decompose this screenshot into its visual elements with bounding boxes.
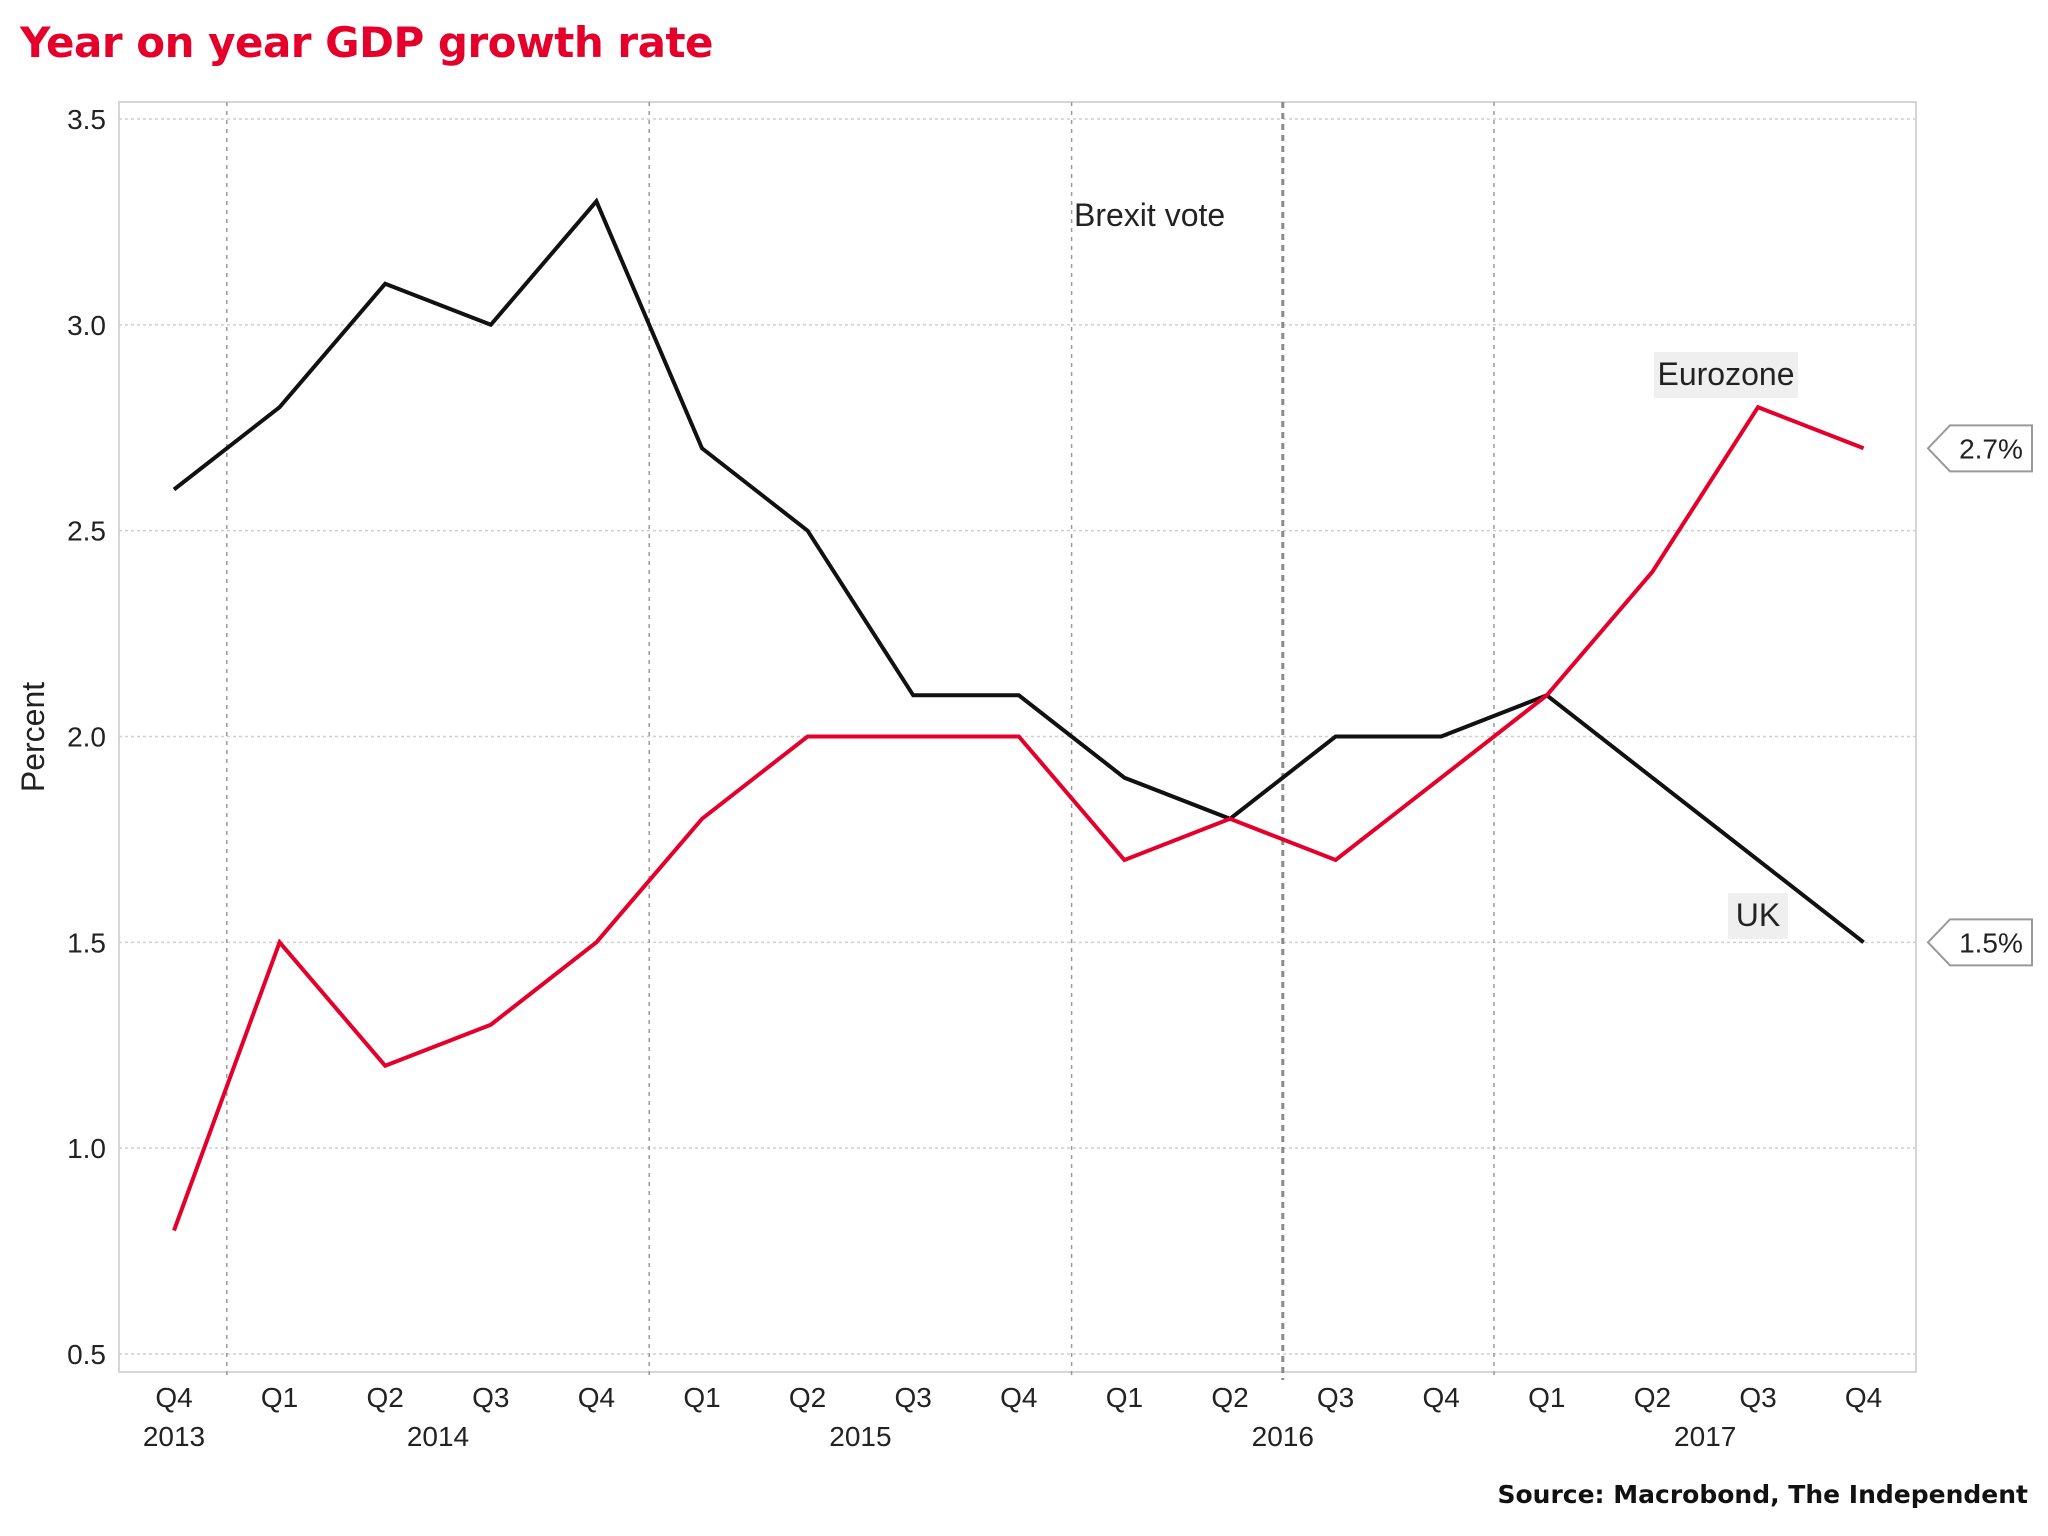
source-note: Source: Macrobond, The Independent <box>1497 1480 2028 1509</box>
y-tick-label: 2.0 <box>67 722 106 753</box>
x-tick-label: Q2 <box>1634 1382 1671 1413</box>
year-separators <box>226 102 1495 1380</box>
series-name-bg <box>1728 893 1788 939</box>
series-name-label: Eurozone <box>1658 356 1795 392</box>
x-tick-label: Q4 <box>155 1382 192 1413</box>
x-tick-label: Q4 <box>1845 1382 1882 1413</box>
series-name-label: UK <box>1736 897 1780 933</box>
y-tick-label: 2.5 <box>67 516 106 547</box>
series-line-uk <box>172 197 1865 944</box>
y-axis-ticks: 0.5 1.0 1.5 2.0 2.5 3.0 3.5 <box>67 104 106 1370</box>
brexit-vote-annotation: Brexit vote <box>1074 197 1225 233</box>
end-value-label: 2.7% <box>1959 433 2023 464</box>
x-tick-label: Q1 <box>1528 1382 1565 1413</box>
x-year-label: 2014 <box>407 1421 469 1452</box>
y-tick-label: 3.0 <box>67 310 106 341</box>
x-tick-label: Q2 <box>1211 1382 1248 1413</box>
x-tick-label: Q4 <box>1000 1382 1037 1413</box>
x-tick-label: Q4 <box>1423 1382 1460 1413</box>
chart-title: Year on year GDP growth rate <box>20 18 714 67</box>
x-tick-label: Q4 <box>578 1382 615 1413</box>
x-tick-label: Q2 <box>367 1382 404 1413</box>
x-tick-label: Q3 <box>1739 1382 1776 1413</box>
end-value-label: 1.5% <box>1959 927 2023 958</box>
y-axis-label: Percent <box>15 682 51 792</box>
x-tick-label: Q1 <box>261 1382 298 1413</box>
x-tick-label: Q1 <box>683 1382 720 1413</box>
x-year-label: 2016 <box>1252 1421 1314 1452</box>
y-tick-label: 1.5 <box>67 927 106 958</box>
end-value-callout <box>1926 918 2033 967</box>
y-tick-label: 3.5 <box>67 104 106 135</box>
end-value-callout <box>1926 424 2033 473</box>
x-tick-label: Q1 <box>1106 1382 1143 1413</box>
x-tick-label: Q3 <box>472 1382 509 1413</box>
y-tick-label: 1.0 <box>67 1133 106 1164</box>
series-line-eurozone <box>172 404 1865 1232</box>
x-axis-ticks: Q4 Q1 Q2 Q3 Q4 Q1 Q2 Q3 Q4 Q1 Q2 Q3 Q4 Q1 Q2 Q3 Q4 2013 20… <box>143 1382 1882 1452</box>
x-year-label: 2017 <box>1674 1421 1736 1452</box>
x-year-label: 2015 <box>829 1421 891 1452</box>
y-tick-label: 0.5 <box>67 1339 106 1370</box>
x-tick-label: Q3 <box>895 1382 932 1413</box>
x-year-label: 2013 <box>143 1421 205 1452</box>
x-tick-label: Q2 <box>789 1382 826 1413</box>
x-tick-label: Q3 <box>1317 1382 1354 1413</box>
series-lines <box>172 197 1865 1232</box>
series-name-bg <box>1654 352 1798 398</box>
series-labels: UK 1.5% Eurozone 2.7% <box>1654 352 2033 967</box>
